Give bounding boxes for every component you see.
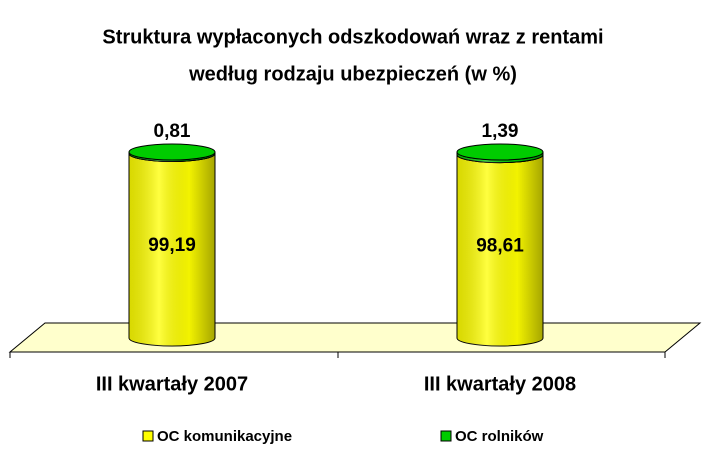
chart-title: Struktura wypłaconych odszkodowań wraz z… xyxy=(102,26,603,48)
legend-label: OC komunikacyjne xyxy=(157,428,292,445)
x-tick-label: III kwartały 2008 xyxy=(424,373,576,395)
legend-swatch xyxy=(142,430,154,442)
cylinder-shade xyxy=(457,152,543,163)
floor xyxy=(8,322,702,353)
chart-title: według rodzaju ubezpieczeń (w %) xyxy=(188,63,517,85)
cylinder-top xyxy=(456,143,544,161)
cylinder-top xyxy=(128,143,216,161)
x-tick-label: III kwartały 2007 xyxy=(96,373,248,395)
plot xyxy=(128,143,544,347)
data-label: 99,19 xyxy=(148,235,196,256)
legend-label: OC rolników xyxy=(455,428,544,445)
cylinder-shade xyxy=(129,153,215,346)
cylinder-shade xyxy=(457,154,543,346)
data-label: 0,81 xyxy=(154,121,191,142)
legend-swatch xyxy=(440,430,452,442)
data-label: 98,61 xyxy=(476,235,524,256)
data-label: 1,39 xyxy=(482,121,519,142)
